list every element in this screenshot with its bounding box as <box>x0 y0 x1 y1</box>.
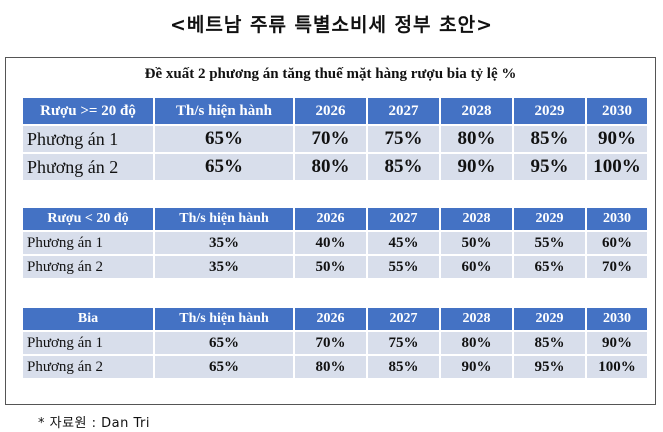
column-header: 2027 <box>368 308 439 330</box>
column-header: 2028 <box>441 98 512 124</box>
table-spirits-under-20: Rượu < 20 độ Th/s hiện hành 2026 2027 20… <box>21 206 649 280</box>
table-cell: 70% <box>295 126 366 152</box>
table-cell: 65% <box>155 356 293 378</box>
table-cell: 65% <box>155 332 293 354</box>
table-cell: 65% <box>514 256 585 278</box>
table-cell: 60% <box>587 232 647 254</box>
row-label: Phương án 2 <box>23 356 153 378</box>
table-cell: 70% <box>587 256 647 278</box>
table-row: Phương án 1 65% 70% 75% 80% 85% 90% <box>23 332 647 354</box>
tax-proposal-panel: Đề xuất 2 phương án tăng thuế mặt hàng r… <box>5 57 656 405</box>
table-row: Phương án 1 65% 70% 75% 80% 85% 90% <box>23 126 647 152</box>
column-header: 2026 <box>295 98 366 124</box>
table-cell: 80% <box>441 126 512 152</box>
source-note: * 자료원 : Dan Tri <box>38 416 150 431</box>
table-cell: 60% <box>441 256 512 278</box>
column-header: 2026 <box>295 308 366 330</box>
table-cell: 75% <box>368 332 439 354</box>
column-header: 2027 <box>368 98 439 124</box>
table-cell: 95% <box>514 154 585 180</box>
row-label: Phương án 2 <box>23 154 153 180</box>
category-header: Bia <box>23 308 153 330</box>
column-header: 2030 <box>587 98 647 124</box>
table-cell: 80% <box>441 332 512 354</box>
table-cell: 80% <box>295 154 366 180</box>
column-header: 2030 <box>587 208 647 230</box>
table-header-row: Rượu >= 20 độ Th/s hiện hành 2026 2027 2… <box>23 98 647 124</box>
table-cell: 90% <box>441 356 512 378</box>
row-label: Phương án 1 <box>23 126 153 152</box>
table-spirits-over-20: Rượu >= 20 độ Th/s hiện hành 2026 2027 2… <box>21 96 649 182</box>
row-label: Phương án 1 <box>23 332 153 354</box>
table-header-row: Rượu < 20 độ Th/s hiện hành 2026 2027 20… <box>23 208 647 230</box>
table-row: Phương án 2 65% 80% 85% 90% 95% 100% <box>23 154 647 180</box>
table-cell: 35% <box>155 232 293 254</box>
column-header: 2029 <box>514 308 585 330</box>
table-cell: 90% <box>587 126 647 152</box>
row-label: Phương án 1 <box>23 232 153 254</box>
table-row: Phương án 2 35% 50% 55% 60% 65% 70% <box>23 256 647 278</box>
table-header-row: Bia Th/s hiện hành 2026 2027 2028 2029 2… <box>23 308 647 330</box>
table-cell: 65% <box>155 154 293 180</box>
table-cell: 35% <box>155 256 293 278</box>
category-header: Rượu >= 20 độ <box>23 98 153 124</box>
column-header: 2028 <box>441 208 512 230</box>
table-cell: 50% <box>441 232 512 254</box>
table-cell: 55% <box>368 256 439 278</box>
table-cell: 85% <box>514 126 585 152</box>
table-cell: 45% <box>368 232 439 254</box>
table-cell: 100% <box>587 154 647 180</box>
table-cell: 90% <box>587 332 647 354</box>
column-header: 2029 <box>514 98 585 124</box>
table-row: Phương án 2 65% 80% 85% 90% 95% 100% <box>23 356 647 378</box>
table-cell: 65% <box>155 126 293 152</box>
table-cell: 85% <box>514 332 585 354</box>
column-header: Th/s hiện hành <box>155 98 293 124</box>
column-header: Th/s hiện hành <box>155 208 293 230</box>
table-cell: 80% <box>295 356 366 378</box>
table-cell: 100% <box>587 356 647 378</box>
column-header: Th/s hiện hành <box>155 308 293 330</box>
table-cell: 55% <box>514 232 585 254</box>
column-header: 2030 <box>587 308 647 330</box>
column-header: 2028 <box>441 308 512 330</box>
table-cell: 85% <box>368 154 439 180</box>
column-header: 2027 <box>368 208 439 230</box>
panel-subtitle: Đề xuất 2 phương án tăng thuế mặt hàng r… <box>144 66 517 82</box>
table-row: Phương án 1 35% 40% 45% 50% 55% 60% <box>23 232 647 254</box>
column-header: 2029 <box>514 208 585 230</box>
row-label: Phương án 2 <box>23 256 153 278</box>
table-cell: 75% <box>368 126 439 152</box>
table-cell: 70% <box>295 332 366 354</box>
table-cell: 90% <box>441 154 512 180</box>
column-header: 2026 <box>295 208 366 230</box>
category-header: Rượu < 20 độ <box>23 208 153 230</box>
table-cell: 85% <box>368 356 439 378</box>
table-cell: 50% <box>295 256 366 278</box>
table-cell: 95% <box>514 356 585 378</box>
table-cell: 40% <box>295 232 366 254</box>
page-title: <베트남 주류 특별소비세 정부 초안> <box>169 14 494 36</box>
table-beer: Bia Th/s hiện hành 2026 2027 2028 2029 2… <box>21 306 649 380</box>
